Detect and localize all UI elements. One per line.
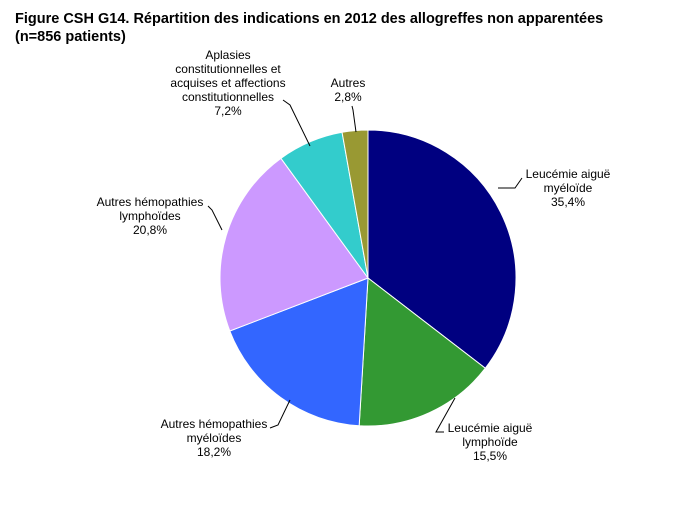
slice-label: Aplasies constitutionnelles et acquises et…	[170, 48, 285, 118]
leader-line	[498, 177, 523, 189]
slice-category-label: constitutionnelles et	[175, 62, 281, 76]
slice-label: Leucémie aiguë lymphoïde 15,5%	[448, 421, 533, 463]
slice-value-label: 20,8%	[133, 223, 167, 237]
slice-label: Autres hémopathies myéloïdes 18,2%	[161, 417, 268, 459]
chart-title-line-1: Figure CSH G14. Répartition des indicati…	[15, 11, 604, 27]
pie-slice	[358, 277, 487, 427]
slice-label: Autres hémopathies lymphoïdes 20,8%	[97, 195, 204, 237]
slice-value-label: 35,4%	[551, 195, 585, 209]
slice-category-label: Autres hémopathies	[161, 417, 268, 431]
slice-value-label: 2,8%	[334, 90, 362, 104]
slice-category-label: myéloïde	[544, 181, 593, 195]
pie-slice	[219, 157, 369, 332]
slice-labels: Leucémie aiguë myéloïde 35,4%Leucémie aigu…	[97, 48, 611, 463]
pie-slice	[341, 129, 369, 279]
slice-category-label: constitutionnelles	[182, 90, 274, 104]
chart-title: Figure CSH G14. Répartition des indicati…	[15, 10, 680, 46]
leader-line	[207, 205, 223, 231]
slice-category-label: lymphoïde	[462, 435, 518, 449]
slice-category-label: Leucémie aiguë	[526, 167, 611, 181]
slice-category-label: Leucémie aiguë	[448, 421, 533, 435]
leader-line	[435, 397, 456, 433]
slice-category-label: myéloïdes	[187, 431, 242, 445]
slice-value-label: 18,2%	[197, 445, 231, 459]
slice-category-label: Aplasies	[205, 48, 250, 62]
leader-lines	[207, 99, 523, 433]
slice-value-label: 7,2%	[214, 104, 242, 118]
leader-line	[351, 105, 357, 133]
slice-label: Leucémie aiguë myéloïde 35,4%	[526, 167, 611, 209]
chart-title-line-2: (n=856 patients)	[15, 29, 126, 45]
pie-slice	[229, 277, 369, 427]
pie-slice	[367, 129, 517, 369]
slice-category-label: Autres hémopathies	[97, 195, 204, 209]
slice-category-label: Autres	[331, 76, 366, 90]
slice-value-label: 15,5%	[473, 449, 507, 463]
slice-category-label: acquises et affections	[170, 76, 285, 90]
leader-line	[269, 399, 291, 429]
slice-label: Autres 2,8%	[331, 76, 366, 104]
pie-slices	[219, 129, 517, 427]
slice-category-label: lymphoïdes	[119, 209, 180, 223]
leader-line	[282, 99, 311, 147]
